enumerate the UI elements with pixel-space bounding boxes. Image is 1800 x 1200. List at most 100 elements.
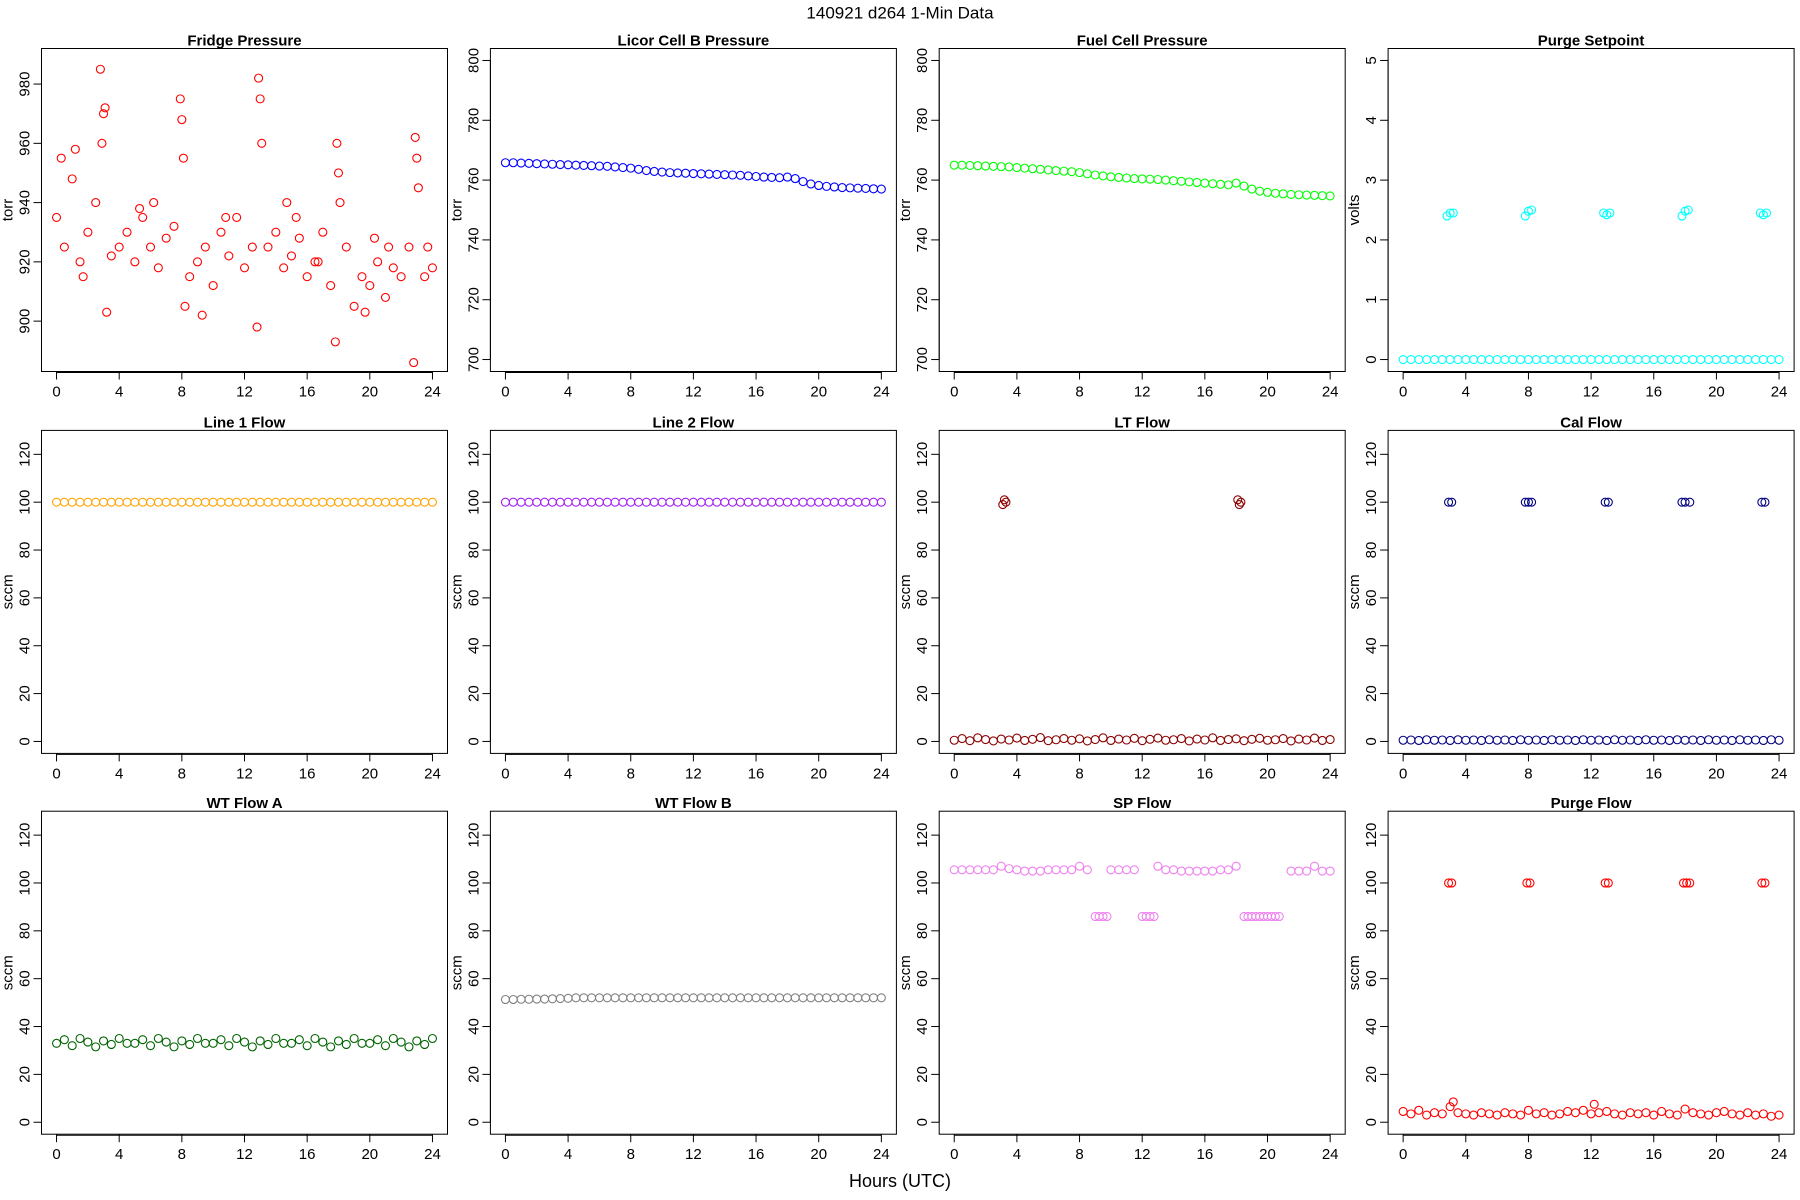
data-point	[1603, 497, 1613, 507]
y-tick-label: 0	[914, 1118, 931, 1126]
x-tick-label: 24	[424, 765, 441, 782]
data-point	[122, 227, 132, 237]
y-tick-label: 2	[1363, 236, 1380, 244]
y-axis-label: sccm	[0, 955, 16, 990]
y-tick-label: 120	[465, 823, 482, 848]
x-tick-label: 4	[1462, 383, 1470, 400]
y-tick-label: 40	[914, 1018, 931, 1035]
x-tick-label: 20	[1708, 383, 1725, 400]
y-axis-label: sccm	[897, 574, 914, 609]
y-tick-label: 980	[16, 72, 33, 97]
y-axis-label: sccm	[897, 955, 914, 990]
x-tick-label: 0	[501, 765, 509, 782]
data-point	[369, 233, 380, 243]
data-point	[286, 1038, 297, 1048]
x-tick-label: 24	[873, 765, 890, 782]
data-point	[161, 233, 171, 243]
x-tick-label: 8	[627, 765, 635, 782]
data-point	[208, 281, 218, 291]
data-point	[427, 1033, 438, 1044]
x-tick-label: 4	[1013, 765, 1021, 782]
plot-frame	[489, 48, 897, 372]
y-tick-label: 80	[1363, 922, 1380, 939]
y-tick-label: 60	[16, 970, 33, 987]
panel: SP Flow sccm 0 4 8 12 16 20 24 0 20 40 60 80 100 120	[897, 795, 1346, 1163]
x-tick-label: 20	[1708, 765, 1725, 782]
y-tick-label: 800	[914, 48, 931, 73]
data-point	[1685, 497, 1695, 507]
data-point	[91, 198, 101, 208]
plot-frame	[41, 48, 448, 372]
data-point	[1600, 497, 1610, 507]
x-tick-label: 8	[1075, 765, 1083, 782]
y-tick-label: 120	[914, 442, 931, 467]
plot-frame	[1387, 810, 1795, 1135]
data-point	[384, 242, 394, 252]
x-tick-label: 12	[1134, 765, 1151, 782]
x-tick-label: 12	[685, 1146, 702, 1163]
data-point	[1302, 866, 1312, 876]
data-point	[1447, 497, 1457, 507]
y-tick-label: 80	[16, 542, 33, 559]
x-axis-label: Hours (UTC)	[849, 1171, 951, 1191]
panel: Line 2 Flow sccm 0 4 8 12 16 20 24 0 20 40 60 80 100 12…	[448, 414, 897, 782]
x-tick-label: 8	[1524, 383, 1532, 400]
panel-title: Cal Flow	[1560, 414, 1622, 431]
data-point	[130, 1038, 140, 1048]
data-point	[257, 138, 267, 148]
x-tick-label: 12	[1134, 383, 1151, 400]
data-point	[365, 281, 375, 291]
x-tick-label: 12	[1583, 383, 1600, 400]
y-tick-label: 900	[16, 309, 33, 334]
x-tick-label: 24	[873, 383, 890, 400]
data-point	[357, 272, 367, 282]
data-point	[1527, 205, 1537, 215]
panel-title: Line 2 Flow	[653, 414, 735, 431]
data-point	[1683, 205, 1693, 215]
data-point	[263, 1039, 273, 1050]
data-point	[263, 242, 273, 252]
data-point	[373, 1035, 383, 1045]
data-point	[1239, 181, 1249, 191]
x-tick-label: 8	[178, 383, 186, 400]
data-point	[427, 263, 438, 273]
data-point	[427, 497, 438, 507]
data-point	[221, 212, 231, 222]
y-tick-label: 4	[1363, 116, 1380, 124]
data-point	[1325, 866, 1335, 876]
y-tick-label: 1	[1363, 296, 1380, 304]
y-axis-label: volts	[1346, 195, 1363, 226]
data-point	[100, 103, 110, 113]
y-tick-label: 60	[465, 970, 482, 987]
x-tick-label: 16	[748, 1146, 765, 1163]
x-tick-label: 8	[178, 1146, 186, 1163]
data-point	[380, 292, 391, 302]
data-point	[232, 212, 242, 222]
x-tick-label: 0	[950, 383, 958, 400]
x-tick-label: 8	[1075, 383, 1083, 400]
data-point	[177, 1036, 187, 1046]
y-tick-label: 100	[465, 490, 482, 515]
data-point	[1774, 354, 1784, 365]
data-point	[1525, 878, 1535, 888]
data-point	[1082, 865, 1092, 875]
y-tick-label: 800	[465, 48, 482, 73]
data-point	[1153, 861, 1163, 871]
y-tick-label: 100	[914, 490, 931, 515]
y-tick-label: 0	[465, 737, 482, 745]
data-point	[59, 242, 69, 252]
data-point	[1680, 1104, 1690, 1114]
y-axis-label: sccm	[1346, 955, 1363, 990]
data-point	[83, 1037, 93, 1047]
data-point	[396, 272, 406, 282]
data-point	[1074, 861, 1085, 871]
data-point	[114, 242, 124, 252]
y-axis-label: sccm	[448, 955, 465, 990]
data-point	[294, 233, 304, 243]
data-point	[1309, 861, 1320, 871]
x-tick-label: 20	[1259, 383, 1276, 400]
data-point	[1605, 208, 1615, 218]
data-point	[1447, 878, 1457, 888]
data-point	[98, 1036, 109, 1046]
